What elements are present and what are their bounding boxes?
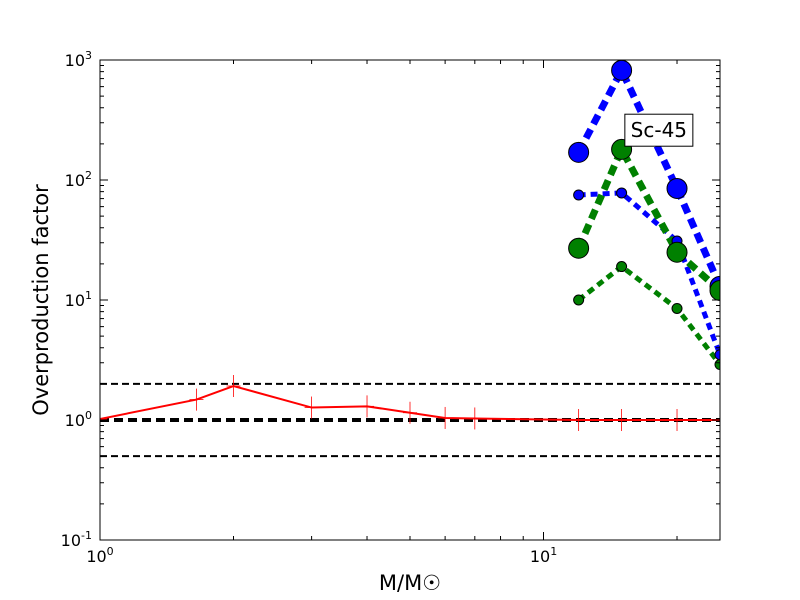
data-point bbox=[616, 261, 628, 273]
data-point bbox=[438, 406, 453, 429]
data-series bbox=[100, 60, 720, 431]
annotation-label: Sc-45 bbox=[631, 118, 687, 142]
data-point bbox=[614, 409, 629, 431]
data-point bbox=[189, 388, 204, 411]
data-point bbox=[304, 396, 319, 419]
data-point bbox=[467, 407, 482, 430]
series-line bbox=[100, 384, 720, 421]
data-point bbox=[403, 401, 417, 424]
data-point bbox=[670, 409, 685, 431]
series-line bbox=[578, 190, 720, 356]
data-point bbox=[616, 187, 628, 199]
x-tick-label: 101 bbox=[530, 545, 557, 566]
x-tick-label: 100 bbox=[86, 545, 113, 566]
y-axis-label: Overproduction factor bbox=[29, 184, 53, 416]
data-point bbox=[100, 407, 107, 430]
series-line bbox=[575, 141, 720, 294]
data-point bbox=[226, 375, 241, 398]
data-point bbox=[360, 395, 375, 418]
data-point bbox=[666, 241, 688, 263]
y-tick-label: 103 bbox=[65, 49, 92, 70]
series-line bbox=[577, 263, 720, 367]
annotations: Sc-45 bbox=[624, 113, 694, 147]
data-point bbox=[573, 189, 585, 201]
data-point bbox=[714, 359, 720, 371]
series-line bbox=[575, 62, 720, 288]
annotation-box bbox=[624, 113, 694, 147]
data-point bbox=[568, 237, 590, 259]
data-point bbox=[568, 141, 590, 163]
x-axis-label: M/M☉ bbox=[379, 571, 441, 595]
y-tick-label: 101 bbox=[65, 289, 92, 310]
data-point bbox=[611, 60, 633, 81]
data-point bbox=[573, 294, 585, 306]
data-point bbox=[671, 302, 683, 314]
data-point bbox=[571, 409, 586, 431]
data-point bbox=[666, 177, 688, 199]
data-point bbox=[709, 280, 720, 301]
data-point bbox=[714, 349, 720, 361]
y-tick-label: 100 bbox=[65, 409, 92, 430]
y-tick-label: 102 bbox=[65, 169, 92, 190]
